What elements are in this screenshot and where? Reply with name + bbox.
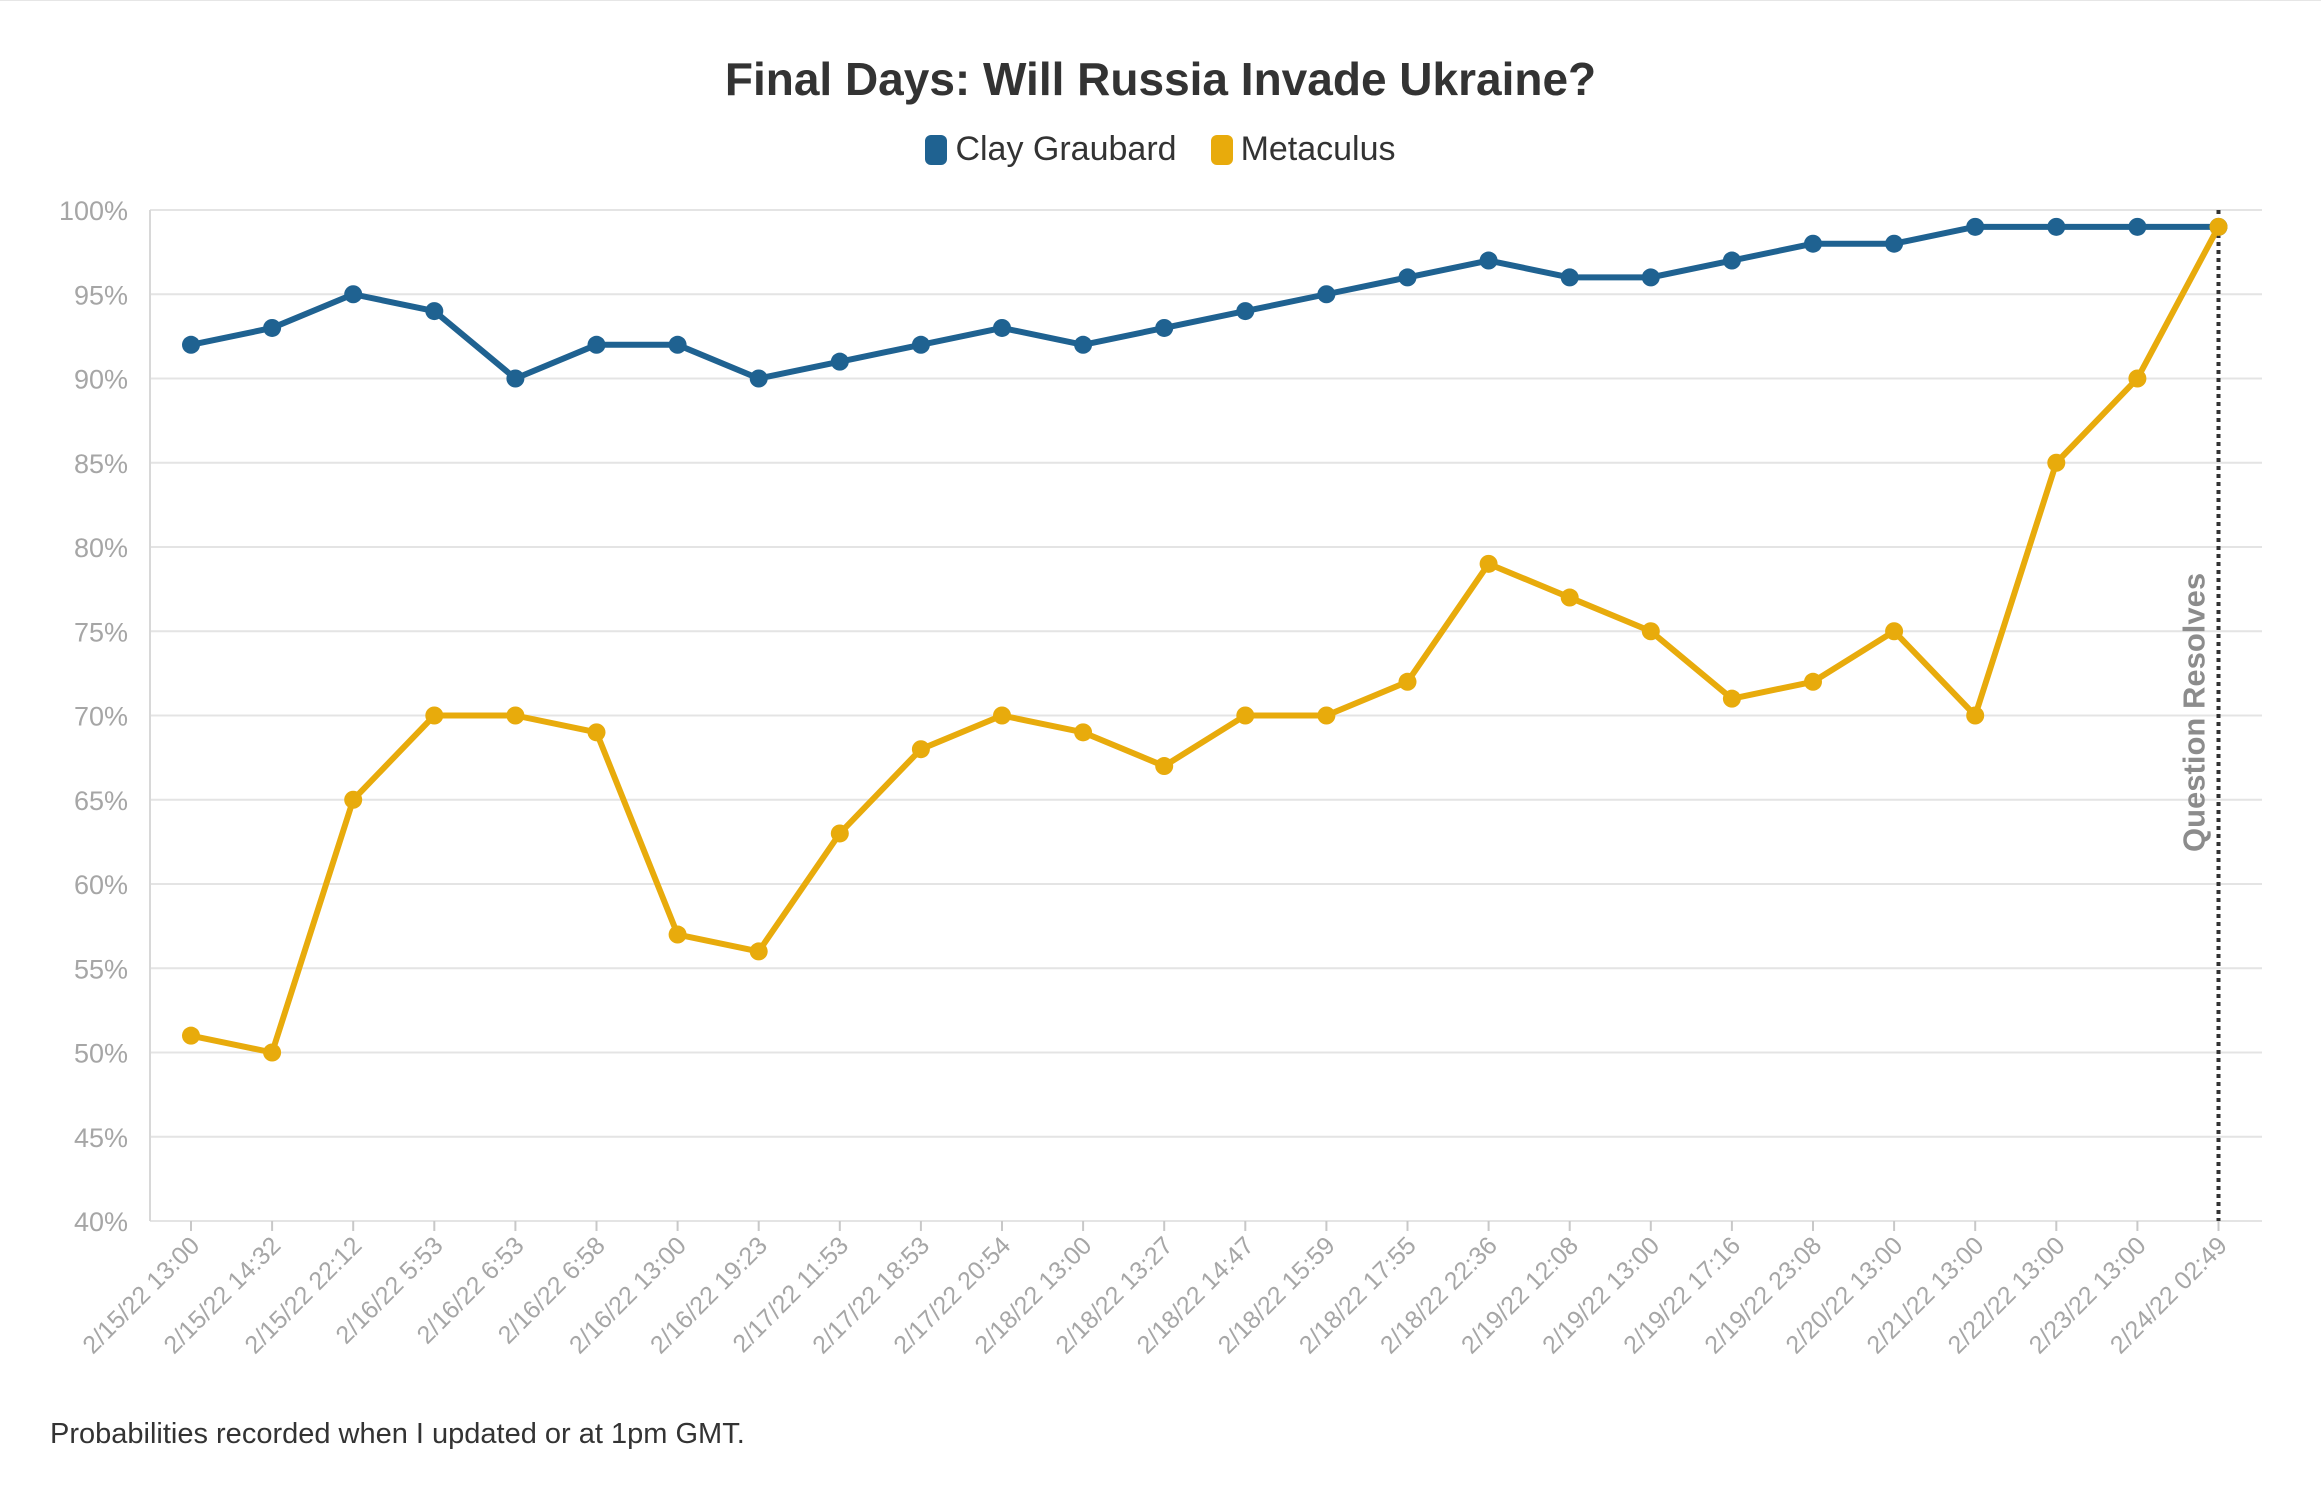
data-point (993, 706, 1011, 725)
data-point (344, 790, 363, 809)
data-point (182, 1026, 200, 1045)
data-point (749, 942, 768, 961)
data-point (1236, 302, 1255, 321)
data-point (1885, 622, 1904, 641)
data-point (506, 369, 525, 388)
data-point (1722, 251, 1741, 270)
legend-swatch-metaculus (1210, 134, 1233, 165)
data-point (1155, 757, 1174, 776)
data-point (2047, 453, 2066, 472)
data-point (344, 285, 363, 304)
y-tick-label: 90% (74, 365, 128, 395)
legend-label-clay-graubard: Clay Graubard (955, 130, 1177, 168)
data-point (182, 335, 200, 354)
y-tick-label: 75% (74, 617, 128, 647)
data-point (1641, 622, 1660, 641)
data-point (668, 925, 687, 944)
data-point (1317, 285, 1336, 304)
data-point (749, 369, 768, 388)
y-tick-label: 65% (74, 786, 128, 816)
legend-item-metaculus[interactable]: Metaculus (1210, 130, 1396, 169)
series-line-metaculus (188, 223, 2222, 1056)
data-point (668, 335, 687, 354)
series-line-clay-graubard (188, 223, 2222, 382)
data-point (1155, 318, 1174, 337)
data-point (1236, 706, 1255, 725)
footnote: Probabilities recorded when I updated or… (50, 1418, 745, 1450)
data-point (993, 318, 1011, 337)
y-tick-label: 85% (74, 449, 128, 479)
data-point (1560, 268, 1579, 287)
data-point (263, 318, 282, 337)
data-point (506, 706, 525, 725)
y-tick-label: 80% (74, 533, 128, 563)
data-point (587, 723, 606, 742)
data-point (1074, 723, 1093, 742)
data-point (1966, 706, 1985, 725)
data-point (425, 706, 444, 725)
data-point (830, 352, 849, 371)
y-tick-label: 60% (74, 870, 128, 900)
data-point (1804, 672, 1822, 691)
data-point (1641, 268, 1660, 287)
legend-label-metaculus: Metaculus (1240, 130, 1396, 168)
data-point (1722, 689, 1741, 708)
y-tick-label: 40% (74, 1207, 128, 1237)
chart-title: Final Days: Will Russia Invade Ukraine? (724, 53, 1597, 105)
data-point (1074, 335, 1093, 354)
data-point (2128, 369, 2147, 388)
data-point (1479, 251, 1498, 270)
data-point (2128, 217, 2147, 236)
data-point (2047, 217, 2066, 236)
legend-item-clay-graubard[interactable]: Clay Graubard (925, 130, 1177, 169)
data-point (587, 335, 606, 354)
y-tick-label: 50% (74, 1039, 128, 1069)
legend: Clay Graubard Metaculus (0, 130, 2321, 169)
question-resolves-label: Question Resolves (2177, 573, 2212, 852)
data-point (1479, 554, 1498, 573)
data-point (1966, 217, 1985, 236)
y-tick-label: 55% (74, 954, 128, 984)
data-point (1398, 672, 1417, 691)
y-tick-label: 45% (74, 1123, 128, 1153)
y-tick-label: 95% (74, 280, 128, 310)
y-tick-label: 70% (74, 702, 128, 732)
data-point (1560, 588, 1579, 607)
y-tick-label: 100% (59, 196, 128, 226)
data-point (1317, 706, 1336, 725)
data-point (911, 740, 930, 759)
data-point (830, 824, 849, 843)
data-point (2209, 217, 2228, 236)
data-point (425, 302, 444, 321)
legend-swatch-clay-graubard (925, 134, 948, 165)
data-point (1804, 234, 1822, 253)
data-point (911, 335, 930, 354)
data-point (263, 1043, 282, 1062)
data-point (1398, 268, 1417, 287)
data-point (1885, 234, 1904, 253)
